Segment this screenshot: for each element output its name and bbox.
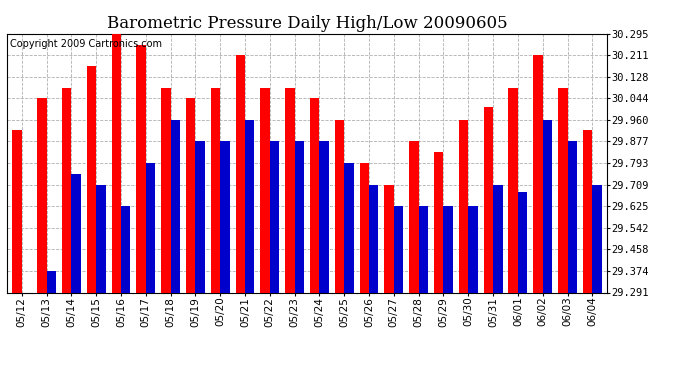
Bar	[459, 120, 469, 292]
Bar	[12, 130, 22, 292]
Bar	[47, 271, 56, 292]
Bar	[493, 185, 502, 292]
Bar	[533, 56, 543, 292]
Bar	[211, 88, 220, 292]
Bar	[270, 141, 279, 292]
Bar	[484, 107, 493, 292]
Bar	[112, 34, 121, 292]
Bar	[592, 185, 602, 292]
Bar	[409, 141, 419, 292]
Bar	[195, 141, 205, 292]
Bar	[543, 120, 552, 292]
Bar	[260, 88, 270, 292]
Bar	[335, 120, 344, 292]
Bar	[161, 88, 170, 292]
Bar	[137, 45, 146, 292]
Bar	[419, 206, 428, 292]
Bar	[434, 152, 444, 292]
Bar	[394, 206, 403, 292]
Bar	[245, 120, 255, 292]
Bar	[146, 163, 155, 292]
Bar	[220, 141, 230, 292]
Bar	[344, 163, 354, 292]
Bar	[62, 88, 71, 292]
Bar	[235, 56, 245, 292]
Bar	[310, 99, 319, 292]
Bar	[567, 141, 577, 292]
Bar	[87, 66, 96, 292]
Bar	[583, 130, 592, 292]
Title: Barometric Pressure Daily High/Low 20090605: Barometric Pressure Daily High/Low 20090…	[107, 15, 507, 32]
Bar	[295, 141, 304, 292]
Bar	[359, 163, 369, 292]
Bar	[285, 88, 295, 292]
Bar	[121, 206, 130, 292]
Bar	[170, 120, 180, 292]
Bar	[369, 185, 379, 292]
Bar	[96, 185, 106, 292]
Bar	[558, 88, 567, 292]
Bar	[71, 174, 81, 292]
Bar	[444, 206, 453, 292]
Bar	[518, 192, 527, 292]
Bar	[186, 99, 195, 292]
Bar	[37, 99, 47, 292]
Bar	[319, 141, 329, 292]
Bar	[384, 185, 394, 292]
Bar	[509, 88, 518, 292]
Text: Copyright 2009 Cartronics.com: Copyright 2009 Cartronics.com	[10, 39, 162, 49]
Bar	[469, 206, 477, 292]
